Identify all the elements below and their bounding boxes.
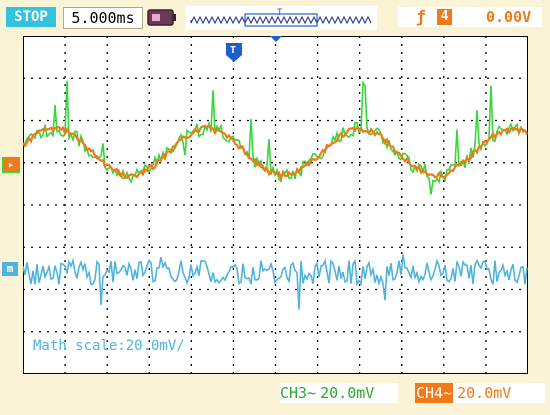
graticule-grid: [23, 36, 528, 374]
timebase-readout[interactable]: 5.000ms: [63, 7, 143, 29]
run-state-badge[interactable]: STOP: [6, 7, 56, 27]
ch4-tag: CH4~: [415, 383, 454, 403]
trigger-position-marker: T: [226, 43, 242, 62]
memory-battery-icon: [147, 9, 177, 30]
memory-position-bar[interactable]: T: [185, 6, 377, 30]
ch4-scale-value: 20.0mV: [457, 384, 512, 402]
ch3-scale-value: 20.0mV: [320, 384, 375, 402]
ch3-tag: CH3~: [280, 384, 317, 402]
math-scale-label: Math scale:20.0mV/: [33, 338, 185, 354]
top-status-bar: STOP 5.000ms T ƒ 4 0.00V: [0, 0, 550, 36]
trigger-edge-icon[interactable]: ƒ: [416, 7, 426, 26]
ch4-scale-panel[interactable]: CH4~ 20.0mV: [415, 383, 545, 403]
waveform-display[interactable]: T: [23, 36, 528, 374]
ch4-waveform: [23, 124, 528, 182]
top-trigger-arrow: [270, 36, 282, 42]
math-waveform: [23, 254, 528, 310]
trigger-level-readout[interactable]: 0.00V: [486, 8, 532, 26]
svg-text:T: T: [230, 45, 236, 56]
ch-ground-marker[interactable]: ▸: [2, 157, 20, 173]
ch3-scale-panel[interactable]: CH3~ 20.0mV: [280, 383, 398, 403]
ch3-waveform: [23, 80, 528, 195]
trigger-panel[interactable]: [398, 7, 542, 27]
memory-trigger-marker: T: [277, 8, 283, 18]
math-ground-marker[interactable]: m: [2, 262, 18, 276]
trigger-source-badge[interactable]: 4: [437, 9, 452, 25]
